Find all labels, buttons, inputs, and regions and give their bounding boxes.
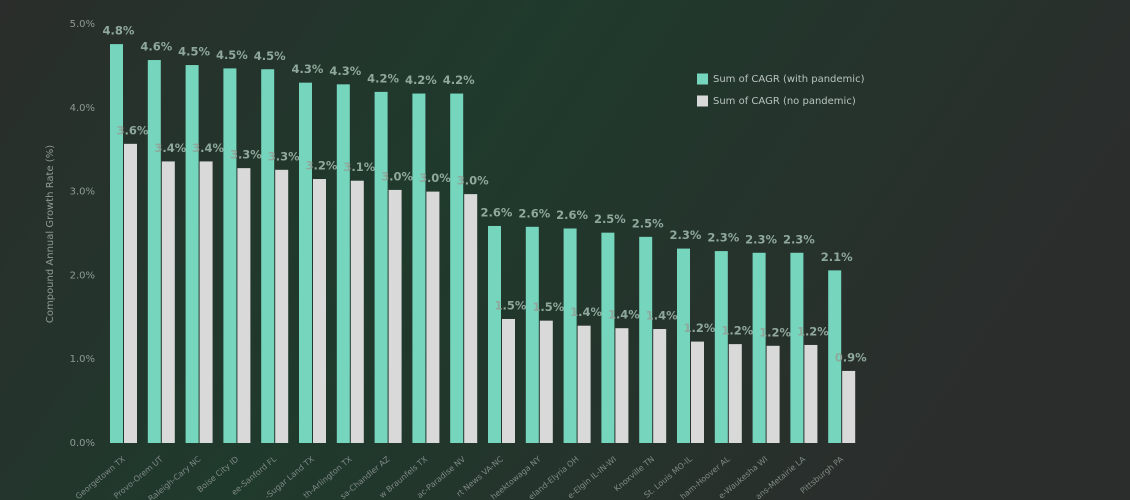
value-label: 1.4% [570, 305, 602, 319]
y-tick-label: 5.0% [70, 19, 95, 30]
bar [766, 345, 780, 443]
value-label: 2.3% [707, 231, 739, 245]
legend-label: Sum of CAGR (no pandemic) [713, 96, 856, 107]
bar [161, 161, 175, 443]
bar [714, 251, 728, 443]
value-label: 3.0% [419, 171, 451, 185]
bar [842, 370, 856, 443]
y-tick-label: 3.0% [70, 187, 95, 198]
value-label: 4.5% [254, 49, 286, 63]
value-label: 3.3% [268, 149, 300, 163]
bar [615, 328, 629, 443]
value-label: 2.3% [745, 232, 777, 246]
bar [752, 252, 766, 443]
bar [502, 318, 515, 443]
bar [110, 44, 123, 443]
bar [804, 344, 818, 443]
bar [677, 248, 690, 443]
legend-label: Sum of CAGR (with pandemic) [713, 74, 865, 85]
y-tick-label: 2.0% [70, 270, 95, 281]
bar [350, 180, 364, 443]
value-label: 1.2% [759, 325, 791, 339]
y-tick-label: 0.0% [70, 438, 95, 449]
value-label: 2.5% [632, 216, 664, 230]
y-axis-title: Compound Annual Growth Rate (%) [45, 145, 56, 323]
value-label: 3.6% [117, 123, 149, 137]
legend-swatch [697, 73, 708, 85]
value-label: 1.4% [646, 309, 678, 323]
value-label: 4.5% [178, 45, 210, 59]
legend-swatch [697, 95, 708, 107]
bar [261, 69, 275, 443]
bar [450, 93, 464, 443]
bar [790, 252, 804, 443]
value-label: 2.6% [556, 208, 588, 222]
bar [488, 225, 501, 443]
bar [525, 226, 539, 443]
bar [653, 329, 667, 443]
value-label: 3.4% [192, 141, 224, 155]
value-label: 2.5% [594, 212, 626, 226]
value-label: 4.2% [367, 71, 399, 85]
value-label: 1.5% [532, 300, 564, 314]
bar [563, 228, 577, 443]
value-label: 3.1% [343, 160, 375, 174]
bar [412, 93, 426, 443]
bar [223, 68, 237, 443]
value-label: 2.3% [670, 228, 702, 242]
value-label: 3.2% [306, 159, 338, 173]
value-label: 2.6% [518, 206, 550, 220]
bar [464, 194, 478, 443]
value-label: 3.3% [230, 148, 262, 162]
value-label: 4.3% [329, 64, 361, 78]
value-label: 1.2% [797, 324, 829, 338]
value-label: 2.3% [783, 232, 815, 246]
bar [124, 143, 137, 444]
bar [336, 84, 350, 443]
value-label: 4.2% [405, 73, 437, 87]
value-label: 2.6% [481, 205, 513, 219]
bar [147, 60, 161, 444]
value-label: 4.8% [103, 24, 135, 38]
bar [639, 236, 653, 443]
bar [237, 168, 251, 444]
value-label: 4.3% [292, 62, 324, 76]
value-label: 1.2% [684, 321, 716, 335]
y-tick-label: 4.0% [70, 103, 95, 114]
value-label: 4.2% [443, 73, 475, 87]
bar [539, 320, 553, 443]
value-label: 4.6% [140, 40, 172, 54]
bar [601, 232, 615, 443]
value-label: 1.5% [495, 298, 527, 312]
bar [313, 179, 326, 443]
value-label: 1.2% [721, 324, 753, 338]
value-label: 3.0% [457, 174, 489, 188]
bar [374, 91, 388, 444]
value-label: 2.1% [821, 250, 853, 264]
bar [185, 65, 199, 443]
value-label: 0.9% [835, 350, 867, 364]
bar [426, 191, 440, 443]
bar [828, 270, 842, 443]
value-label: 3.4% [154, 141, 186, 155]
bar [275, 169, 289, 443]
value-label: 1.4% [608, 308, 640, 322]
value-label: 4.5% [216, 48, 248, 62]
value-label: 3.0% [381, 169, 413, 183]
bar [691, 341, 704, 443]
bar [199, 161, 213, 443]
bar [299, 82, 312, 443]
bar [577, 325, 591, 443]
y-tick-label: 1.0% [70, 354, 95, 365]
bar [728, 344, 742, 443]
bar [388, 189, 402, 443]
